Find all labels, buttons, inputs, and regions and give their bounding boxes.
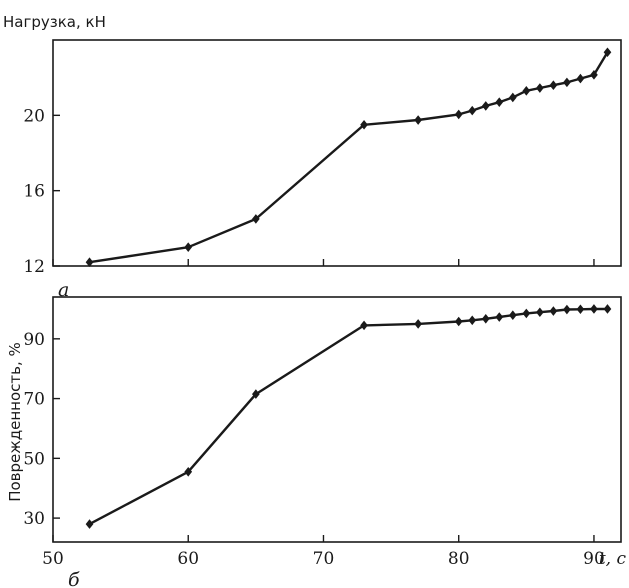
data-point-marker [603, 47, 612, 58]
data-point-marker [508, 310, 517, 321]
x-tick-label: 50 [42, 549, 64, 569]
y-tick-label: 20 [23, 106, 45, 126]
data-point-marker [481, 314, 490, 324]
data-point-marker [454, 316, 463, 327]
x-tick-label: 70 [313, 549, 335, 569]
panel-b-markers [85, 304, 612, 529]
panel-b-x-tick-labels: 50 60 70 80 90 [42, 549, 605, 569]
data-point-marker [590, 304, 598, 314]
panel-a-plot-frame [52, 39, 622, 267]
panel-a-series-line [89, 51, 609, 264]
data-point-marker [252, 389, 260, 399]
data-point-marker [468, 315, 477, 326]
data-point-marker [454, 109, 463, 120]
y-tick-label: 70 [23, 390, 45, 410]
y-tick-label: 90 [23, 330, 45, 350]
data-point-marker [536, 307, 544, 318]
panel-b-y-tick-labels: 30 50 70 90 [23, 330, 45, 529]
panel-b-damage-chart: Поврежденность, % 30 50 70 90 50 60 70 80 90 t,… [6, 296, 627, 588]
data-point-marker [563, 77, 571, 88]
data-point-marker [468, 105, 477, 116]
x-tick-label: 90 [583, 549, 605, 569]
y-tick-label: 16 [23, 182, 45, 202]
data-point-marker [184, 242, 193, 252]
data-point-marker [522, 308, 531, 319]
panel-b-series-line [88, 307, 608, 526]
panel-b-x-axis-label: t, с [599, 549, 627, 569]
data-point-marker [576, 304, 585, 315]
panel-a-ticks [52, 114, 595, 267]
data-point-marker [522, 86, 531, 96]
y-tick-label: 12 [23, 257, 45, 277]
data-point-marker [414, 319, 422, 329]
panel-a-load-chart: Нагрузка, кН 12 16 20 а [3, 13, 622, 301]
data-point-marker [536, 83, 544, 93]
data-point-marker [590, 70, 598, 80]
panel-a-y-tick-labels: 12 16 20 [23, 106, 45, 277]
x-tick-label: 80 [448, 549, 470, 569]
data-point-marker [481, 101, 490, 111]
panel-b-letter: б [68, 569, 80, 588]
x-tick-label: 60 [177, 549, 199, 569]
data-point-marker [85, 257, 94, 268]
data-point-marker [495, 312, 504, 322]
data-point-marker [603, 304, 612, 314]
data-point-marker [549, 80, 558, 90]
data-point-marker [252, 214, 260, 224]
panel-a-letter: а [58, 279, 69, 301]
data-point-marker [495, 97, 504, 107]
data-point-marker [360, 119, 368, 130]
panel-b-plot-frame [52, 296, 622, 543]
panel-a-y-axis-label: Нагрузка, кН [3, 13, 106, 31]
data-point-marker [576, 73, 585, 84]
data-point-marker [360, 320, 368, 331]
data-point-marker [563, 304, 571, 315]
panel-a-markers [85, 47, 612, 268]
data-point-marker [549, 306, 558, 316]
y-tick-label: 30 [23, 509, 45, 529]
data-point-marker [414, 115, 422, 125]
panel-b-y-axis-label: Поврежденность, % [6, 342, 24, 502]
data-point-marker [85, 519, 94, 529]
data-point-marker [508, 92, 517, 103]
data-point-marker [184, 466, 193, 477]
y-tick-label: 50 [23, 449, 45, 469]
panel-b-ticks [52, 338, 595, 542]
